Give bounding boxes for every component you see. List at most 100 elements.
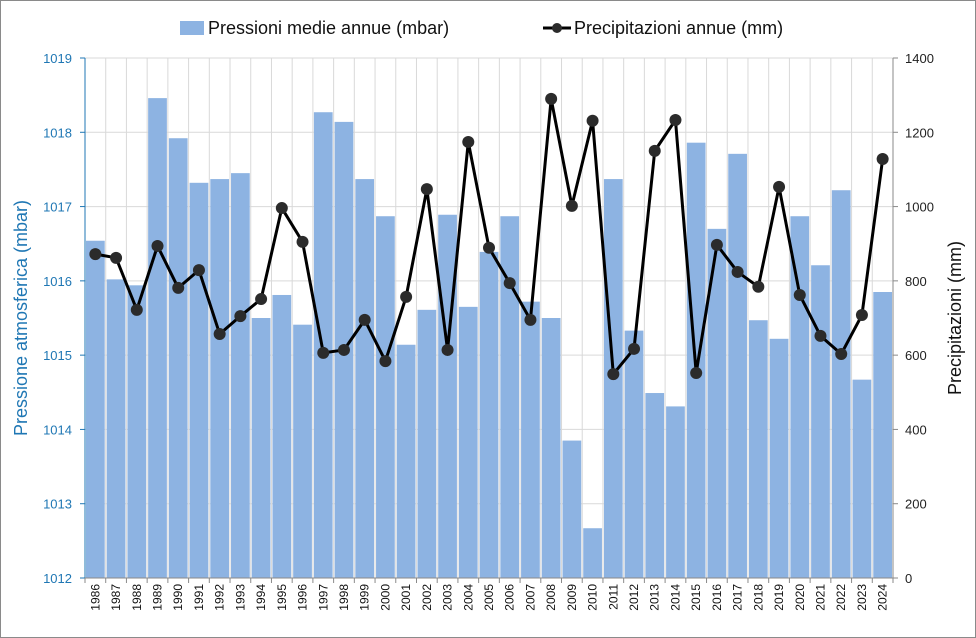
axes (84, 58, 894, 579)
right-tick-label: 0 (905, 571, 912, 586)
precipitation-line (89, 92, 889, 381)
point-2012 (628, 342, 641, 355)
x-tick-label: 2013 (648, 584, 662, 611)
bar-2021 (811, 265, 830, 578)
x-tick-label: 2008 (544, 584, 558, 611)
bar-1990 (168, 138, 188, 578)
point-2001 (400, 290, 413, 303)
bar-2020 (790, 216, 810, 578)
point-1996 (296, 235, 309, 248)
bar-2004 (458, 306, 478, 578)
right-tick-label: 400 (905, 422, 927, 437)
x-tick-label: 1996 (296, 584, 310, 611)
point-2004 (462, 135, 475, 148)
point-2006 (503, 277, 516, 290)
point-2021 (814, 329, 827, 342)
bar-2019 (769, 338, 789, 578)
point-1988 (130, 303, 143, 316)
x-tick-label: 2011 (606, 584, 620, 610)
point-2024 (876, 153, 889, 166)
x-tick-label: 1990 (171, 584, 185, 611)
point-2002 (420, 183, 433, 196)
x-tick-label: 2002 (420, 584, 434, 611)
bar-2023 (852, 379, 872, 578)
bar-1988 (127, 285, 147, 578)
right-tick-label: 1200 (905, 125, 934, 140)
left-tick-label: 1013 (43, 497, 72, 512)
x-tick-label: 1999 (358, 584, 372, 611)
x-tick-label: 2018 (751, 584, 765, 611)
x-tick-label: 1986 (88, 584, 102, 611)
x-tick-label: 1997 (316, 584, 330, 611)
left-tick-label: 1018 (43, 125, 72, 140)
point-2009 (565, 199, 578, 212)
legend-line-label: Precipitazioni annue (mm) (574, 18, 783, 38)
right-tick-label: 600 (905, 348, 927, 363)
point-2016 (710, 238, 723, 251)
x-tick-label: 2010 (586, 584, 600, 611)
x-tick-label: 2001 (399, 584, 413, 611)
point-2008 (545, 92, 558, 105)
point-2014 (669, 114, 682, 127)
left-tick-label: 1016 (43, 274, 72, 289)
x-tick-label: 2012 (627, 584, 641, 611)
left-tick-label: 1014 (43, 422, 72, 437)
bar-2006 (500, 216, 520, 578)
bar-1992 (210, 179, 230, 579)
left-tick-label: 1015 (43, 348, 72, 363)
x-tick-label: 2009 (565, 584, 579, 611)
bar-2018 (748, 320, 768, 578)
bar-1987 (106, 279, 126, 578)
x-tick-label: 2017 (731, 584, 745, 611)
point-2019 (773, 180, 786, 193)
bar-2014 (666, 406, 685, 578)
bar-2017 (728, 153, 747, 579)
point-2005 (483, 241, 495, 254)
x-tick-label: 1988 (130, 584, 144, 611)
point-1992 (213, 327, 226, 340)
right-axis-ticks: 0 200 400 600 800 1000 1200 1400 (893, 51, 934, 586)
point-1989 (151, 239, 164, 252)
legend-bar-label: Pressioni medie annue (mbar) (208, 18, 449, 38)
bar-2007 (521, 301, 540, 578)
x-tick-label: 1994 (254, 584, 268, 611)
bar-2024 (873, 292, 892, 578)
left-tick-label: 1019 (43, 51, 72, 66)
bar-1989 (148, 98, 167, 578)
x-tick-label: 2006 (503, 584, 517, 611)
right-axis-title: Precipitazioni (mm) (945, 241, 965, 395)
point-2015 (690, 366, 703, 379)
bar-1986 (86, 240, 105, 578)
x-tick-label: 2021 (813, 584, 827, 611)
point-2020 (793, 288, 806, 301)
right-tick-label: 1000 (905, 200, 934, 215)
bar-2005 (479, 251, 499, 578)
bar-2002 (417, 309, 437, 578)
x-tick-label: 2014 (668, 584, 682, 611)
x-tick-label: 1987 (109, 584, 123, 611)
point-2010 (586, 114, 599, 127)
x-tick-label: 2022 (834, 584, 848, 611)
x-tick-label: 2024 (876, 584, 890, 611)
point-1987 (110, 251, 123, 264)
bar-2001 (396, 344, 416, 578)
x-tick-label: 2016 (710, 584, 724, 611)
x-tick-label: 1995 (275, 584, 289, 611)
x-tick-label: 2015 (689, 584, 703, 611)
legend: Pressioni medie annue (mbar) Precipitazi… (180, 18, 783, 38)
bar-1991 (189, 182, 209, 579)
point-1995 (275, 202, 288, 215)
point-2018 (752, 280, 765, 293)
point-1994 (255, 293, 268, 306)
legend-line-marker (552, 23, 562, 33)
bar-2012 (624, 330, 644, 578)
right-tick-label: 1400 (905, 51, 934, 66)
x-tick-label: 2005 (482, 584, 496, 611)
point-1998 (337, 343, 350, 356)
x-tick-label: 2007 (523, 584, 537, 611)
point-2011 (607, 368, 620, 381)
point-1990 (172, 281, 185, 294)
x-tick-label: 1989 (151, 584, 165, 611)
point-2013 (648, 144, 661, 157)
point-1999 (358, 313, 371, 326)
